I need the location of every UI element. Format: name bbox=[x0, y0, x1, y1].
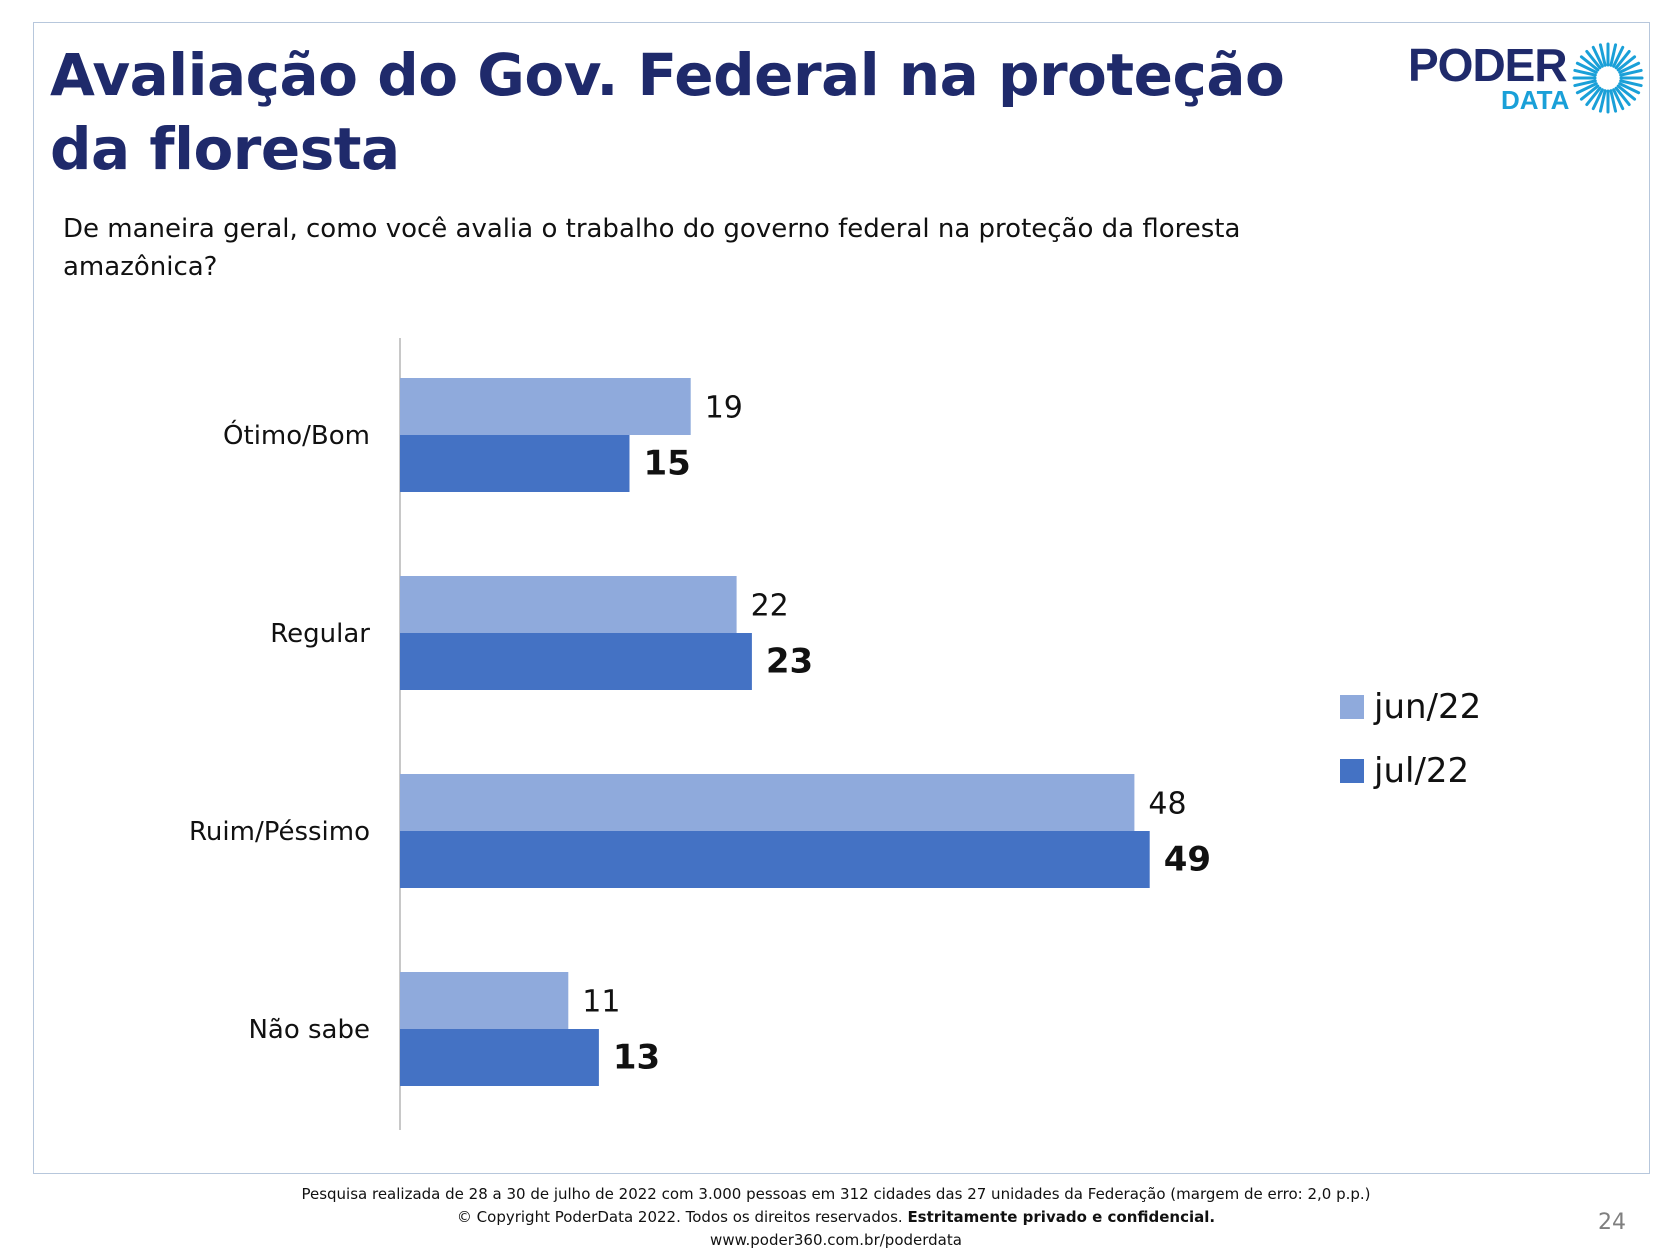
sunburst-ray bbox=[1612, 45, 1625, 68]
bar-jun bbox=[400, 378, 691, 435]
bar-jul bbox=[400, 435, 630, 492]
sunburst-ray bbox=[1579, 55, 1600, 72]
sunburst-ray bbox=[1575, 61, 1598, 74]
sunburst-ray bbox=[1619, 68, 1643, 77]
bar-jun bbox=[400, 972, 569, 1029]
sunburst-ray bbox=[1573, 79, 1597, 88]
sunburst-icon bbox=[1572, 42, 1644, 114]
data-label-jul: 13 bbox=[613, 1038, 660, 1078]
bar-jun bbox=[400, 576, 737, 633]
sunburst-ray bbox=[1585, 86, 1602, 107]
category-label: Ruim/Péssimo bbox=[189, 817, 370, 847]
sunburst-ray bbox=[1612, 88, 1625, 111]
legend-item-jul: jul/22 bbox=[1340, 739, 1481, 803]
sunburst-ray bbox=[1619, 79, 1643, 88]
logo-word-data: DATA bbox=[1501, 85, 1570, 115]
footer-copyright: © Copyright PoderData 2022. Todos os dir… bbox=[0, 1206, 1672, 1229]
category-label: Regular bbox=[270, 619, 370, 649]
legend-label-jul: jul/22 bbox=[1374, 751, 1470, 791]
sunburst-ray bbox=[1573, 68, 1597, 77]
slide-frame bbox=[33, 22, 1650, 1174]
data-label-jun: 22 bbox=[751, 589, 789, 624]
data-label-jul: 49 bbox=[1164, 840, 1211, 880]
sunburst-ray bbox=[1591, 88, 1604, 111]
sunburst-ray bbox=[1618, 82, 1641, 95]
sunburst-ray bbox=[1591, 45, 1604, 68]
sunburst-ray bbox=[1598, 43, 1607, 67]
footer-methodology: Pesquisa realizada de 28 a 30 de julho d… bbox=[301, 1185, 1371, 1203]
sunburst-ray bbox=[1616, 55, 1637, 72]
category-label: Ótimo/Bom bbox=[223, 419, 370, 451]
category-label: Não sabe bbox=[248, 1015, 370, 1045]
sunburst-ray bbox=[1609, 43, 1618, 67]
footer-url: www.poder360.com.br/poderdata bbox=[710, 1231, 962, 1249]
bar-chart: Ótimo/Bom 19 15 Regular 22 23 Ruim/Péssimo 48 49… bbox=[189, 338, 1211, 1130]
sunburst-ray bbox=[1609, 89, 1618, 113]
data-label-jun: 19 bbox=[705, 391, 743, 426]
bar-jul bbox=[400, 633, 752, 690]
sunburst-ray bbox=[1579, 84, 1600, 101]
sunburst-ray bbox=[1618, 61, 1641, 74]
data-label-jul: 23 bbox=[766, 642, 813, 682]
sunburst-ray bbox=[1585, 49, 1602, 70]
data-label-jun: 11 bbox=[582, 985, 620, 1020]
footer: Pesquisa realizada de 28 a 30 de julho d… bbox=[0, 1183, 1672, 1252]
page-number: 24 bbox=[1598, 1210, 1626, 1235]
footer-confidential: Estritamente privado e confidencial. bbox=[907, 1208, 1216, 1226]
page-title: Avaliação do Gov. Federal na proteção da… bbox=[50, 41, 1285, 183]
data-label-jun: 48 bbox=[1148, 787, 1186, 822]
sunburst-ray bbox=[1575, 82, 1598, 95]
sunburst-ray bbox=[1614, 86, 1631, 107]
data-label-jul: 15 bbox=[644, 444, 691, 484]
legend-item-jun: jun/22 bbox=[1340, 675, 1481, 739]
poderdata-logo: PODER DATA bbox=[1408, 40, 1644, 120]
legend-swatch-jul bbox=[1340, 759, 1364, 783]
legend-swatch-jun bbox=[1340, 695, 1364, 719]
question-text: De maneira geral, como você avalia o tra… bbox=[63, 214, 1241, 282]
footer-copyright-text: © Copyright PoderData 2022. Todos os dir… bbox=[456, 1208, 908, 1226]
sunburst-ray bbox=[1616, 84, 1637, 101]
bar-jun bbox=[400, 774, 1135, 831]
sunburst-ray bbox=[1598, 89, 1607, 113]
chart-legend: jun/22 jul/22 bbox=[1340, 675, 1481, 803]
logo-word-poder: PODER bbox=[1408, 39, 1568, 91]
bar-jul bbox=[400, 1029, 599, 1086]
sunburst-ray bbox=[1614, 49, 1631, 70]
legend-label-jun: jun/22 bbox=[1374, 687, 1482, 727]
bar-jul bbox=[400, 831, 1150, 888]
